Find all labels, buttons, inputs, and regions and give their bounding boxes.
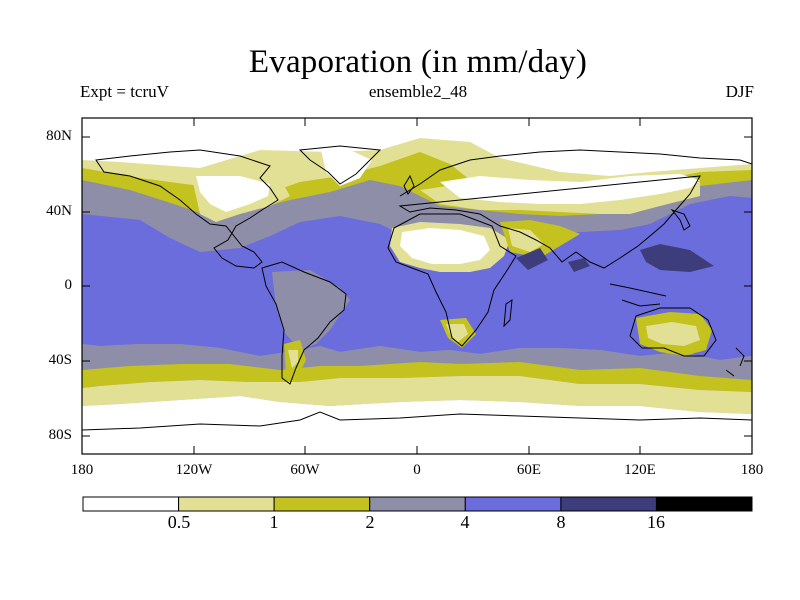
xtick-label-180-right: 180 — [740, 462, 764, 478]
xtick-label-0: 0 — [413, 462, 421, 478]
contour-tropical-pacific-8-16 — [640, 244, 714, 272]
axis-ticks — [82, 118, 752, 454]
colorbar-swatch-5 — [560, 496, 658, 512]
coastline-madagascar — [503, 298, 513, 328]
xtick-label-60e: 60E — [516, 462, 542, 478]
season-label: DJF — [725, 82, 754, 101]
colorbar-label-4: 4 — [460, 512, 470, 532]
coastline-greenland — [298, 145, 382, 185]
xtick-label-120w: 120W — [175, 462, 213, 478]
coastline-south-america — [261, 261, 347, 385]
coastlines — [82, 145, 752, 431]
colorbar-label-2: 2 — [365, 512, 375, 532]
contour-tropical-indian-8-16 — [516, 248, 548, 270]
coastline-north-america — [95, 149, 279, 269]
colorbar-label-0.5: 0.5 — [167, 512, 191, 532]
ytick-label-0: 0 — [64, 277, 73, 293]
contour-south-africa-0.5-1 — [446, 324, 468, 342]
contour-band-south-1-2 — [82, 362, 752, 392]
colorbar-swatch-1 — [178, 496, 275, 512]
experiment-label: Expt = tcruV — [80, 82, 169, 101]
contour-arctic-lt-0.5 — [82, 118, 752, 168]
coastline-antarctica — [82, 411, 752, 431]
ytick-label-80s: 80S — [48, 427, 72, 443]
coastline-new-zealand — [725, 347, 745, 377]
chart-title: Evaporation (in mm/day) — [248, 44, 588, 80]
contour-bay-of-bengal-8-16 — [568, 258, 590, 272]
colorbar-swatch-4 — [464, 496, 562, 512]
coastline-uk — [403, 174, 415, 195]
contour-band-south-2-4 — [82, 344, 752, 380]
colorbar-swatch-0 — [82, 496, 180, 512]
colorbar-label-8: 8 — [556, 512, 566, 532]
contour-australia-0.5-1 — [646, 322, 700, 346]
coastline-africa — [387, 213, 517, 347]
ytick-label-40s: 40S — [48, 352, 72, 368]
contour-arabia-0.5-1 — [508, 228, 544, 252]
colorbar — [82, 496, 753, 512]
xtick-label-180-left: 180 — [70, 462, 94, 478]
colorbar-swatch-3 — [369, 496, 466, 512]
contour-sahara-lt-0.5 — [400, 228, 490, 264]
colorbar-label-16: 16 — [647, 512, 665, 532]
ytick-label-80n: 80N — [46, 128, 72, 144]
contour-antarctic-lt-0.5 — [82, 396, 752, 454]
colorbar-label-1: 1 — [269, 512, 279, 532]
map-contours — [82, 118, 752, 454]
contour-band-4-8 — [82, 196, 752, 360]
xtick-label-60w: 60W — [290, 462, 320, 478]
coastline-indonesia — [609, 283, 667, 307]
ytick-label-40n: 40N — [46, 203, 72, 219]
ensemble-label: ensemble2_48 — [368, 82, 468, 101]
coastline-europe-asia — [398, 149, 752, 269]
contour-band-south-0.5-1 — [82, 376, 752, 414]
colorbar-swatch-2 — [273, 496, 371, 512]
contour-south-america-2-4 — [272, 270, 350, 350]
coastline-japan — [670, 208, 691, 231]
contour-greenland-lt-0.5 — [320, 146, 372, 186]
contour-patagonia-0.5-1 — [288, 350, 298, 368]
colorbar-swatch-6 — [655, 496, 753, 512]
xtick-label-120e: 120E — [624, 462, 656, 478]
contour-north-america-lt-0.5 — [196, 176, 270, 212]
coastline-australia — [629, 307, 717, 357]
